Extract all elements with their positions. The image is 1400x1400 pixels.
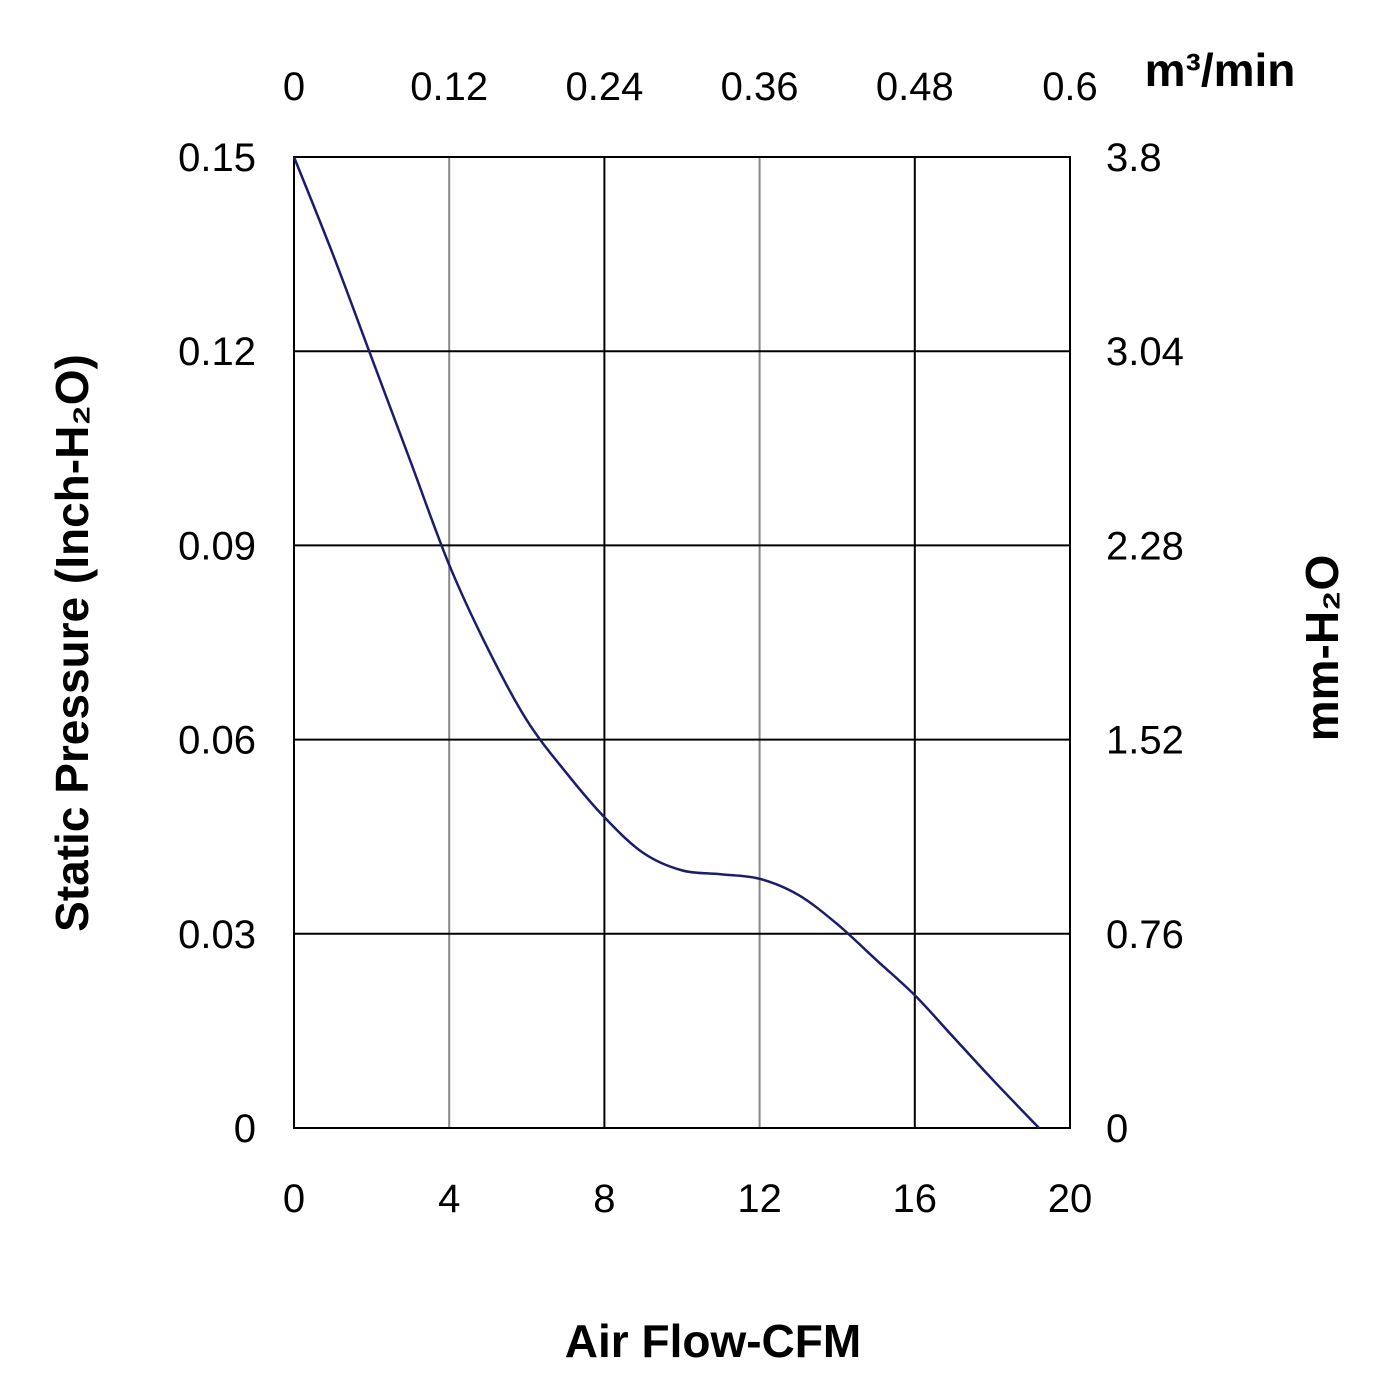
y2-tick-label: 0.76	[1106, 913, 1184, 957]
y-tick-label: 0.15	[178, 136, 256, 180]
grid	[294, 157, 1070, 1128]
y-tick-label: 0	[234, 1107, 256, 1151]
y-tick-label: 0.03	[178, 913, 256, 957]
x2-tick-label: 0.6	[1042, 65, 1098, 109]
y2-tick-label: 1.52	[1106, 719, 1184, 763]
y-tick-label: 0.09	[178, 524, 256, 568]
x2-tick-label: 0.36	[721, 65, 799, 109]
y-tick-label: 0.12	[178, 330, 256, 374]
y-axis-title: Static Pressure (Inch-H₂O)	[46, 354, 98, 932]
pressure-curve	[292, 156, 1040, 1129]
x-tick-label: 4	[438, 1177, 460, 1221]
x-tick-label: 16	[893, 1177, 938, 1221]
x2-tick-label: 0.12	[410, 65, 488, 109]
x2-tick-label: 0	[283, 65, 305, 109]
x-tick-label: 12	[737, 1177, 782, 1221]
x-axis-title: Air Flow-CFM	[565, 1315, 861, 1367]
plot-frame	[293, 156, 1071, 1129]
y2-axis-title: mm-H₂O	[1296, 555, 1348, 742]
y2-tick-label: 3.04	[1106, 330, 1184, 374]
x2-axis-title: m³/min	[1145, 44, 1296, 96]
x2-tick-label: 0.48	[876, 65, 954, 109]
x-tick-label: 0	[283, 1177, 305, 1221]
x-tick-label: 20	[1048, 1177, 1093, 1221]
x-tick-label: 8	[593, 1177, 615, 1221]
y2-tick-label: 2.28	[1106, 524, 1184, 568]
y-tick-label: 0.06	[178, 719, 256, 763]
y2-tick-label: 0	[1106, 1107, 1128, 1151]
y2-tick-label: 3.8	[1106, 136, 1162, 180]
x2-tick-label: 0.24	[565, 65, 643, 109]
